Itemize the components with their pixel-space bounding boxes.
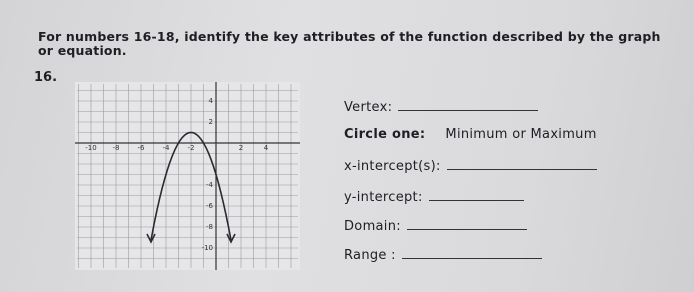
x-axis-label: 2	[239, 144, 243, 152]
field-label: Domain:	[344, 219, 401, 234]
answer-blank[interactable]	[401, 246, 542, 259]
x-axis-label: -10	[85, 144, 96, 152]
y-axis-label: 4	[209, 97, 214, 105]
x-axis-label: 4	[264, 144, 269, 152]
field-label: Vertex:	[344, 100, 393, 115]
y-axis-label: -8	[206, 223, 213, 231]
choices[interactable]: Minimum or Maximum	[445, 127, 597, 142]
y-axis-label: -6	[206, 202, 214, 210]
instruction-line: or equation.	[38, 43, 127, 58]
domain-field: Domain:	[344, 217, 527, 234]
instructions: For numbers 16-18, identify the key attr…	[38, 30, 661, 58]
x-axis-label: -2	[188, 144, 195, 152]
arrowhead	[226, 233, 236, 244]
vertex-field: Vertex:	[344, 98, 539, 115]
parabola	[150, 131, 232, 241]
answer-blank[interactable]	[398, 98, 539, 111]
graph: -10 -8 -6 -4 -2 2 4 4 2 -4 -6 -8 -10	[75, 82, 300, 270]
answer-blank[interactable]	[428, 188, 524, 201]
problem-number: 16.	[34, 70, 58, 85]
field-label: Circle one:	[344, 127, 426, 142]
instruction-line: For numbers 16-18, identify the key attr…	[38, 29, 661, 44]
x-axis-label: -8	[113, 144, 120, 152]
grid	[75, 82, 300, 270]
arrowhead	[146, 233, 156, 244]
x-axis-label: -4	[163, 144, 171, 152]
x-axis-label: -6	[138, 144, 146, 152]
field-label: y-intercept:	[344, 190, 423, 205]
y-axis-label: 2	[209, 118, 213, 126]
field-label: x-intercept(s):	[344, 159, 441, 174]
answer-blank[interactable]	[406, 217, 527, 230]
range-field: Range :	[344, 246, 542, 263]
x-intercept-field: x-intercept(s):	[344, 157, 597, 174]
answer-blank[interactable]	[446, 157, 597, 170]
graph-paper	[75, 82, 300, 270]
y-axis-label: -10	[202, 244, 213, 252]
field-label: Range :	[344, 248, 396, 263]
y-axis-label: -4	[206, 181, 214, 189]
graph-labels: -10 -8 -6 -4 -2 2 4 4 2 -4 -6 -8 -10	[85, 97, 268, 252]
circle-field: Circle one: Minimum or Maximum	[344, 127, 597, 142]
y-intercept-field: y-intercept:	[344, 188, 524, 205]
